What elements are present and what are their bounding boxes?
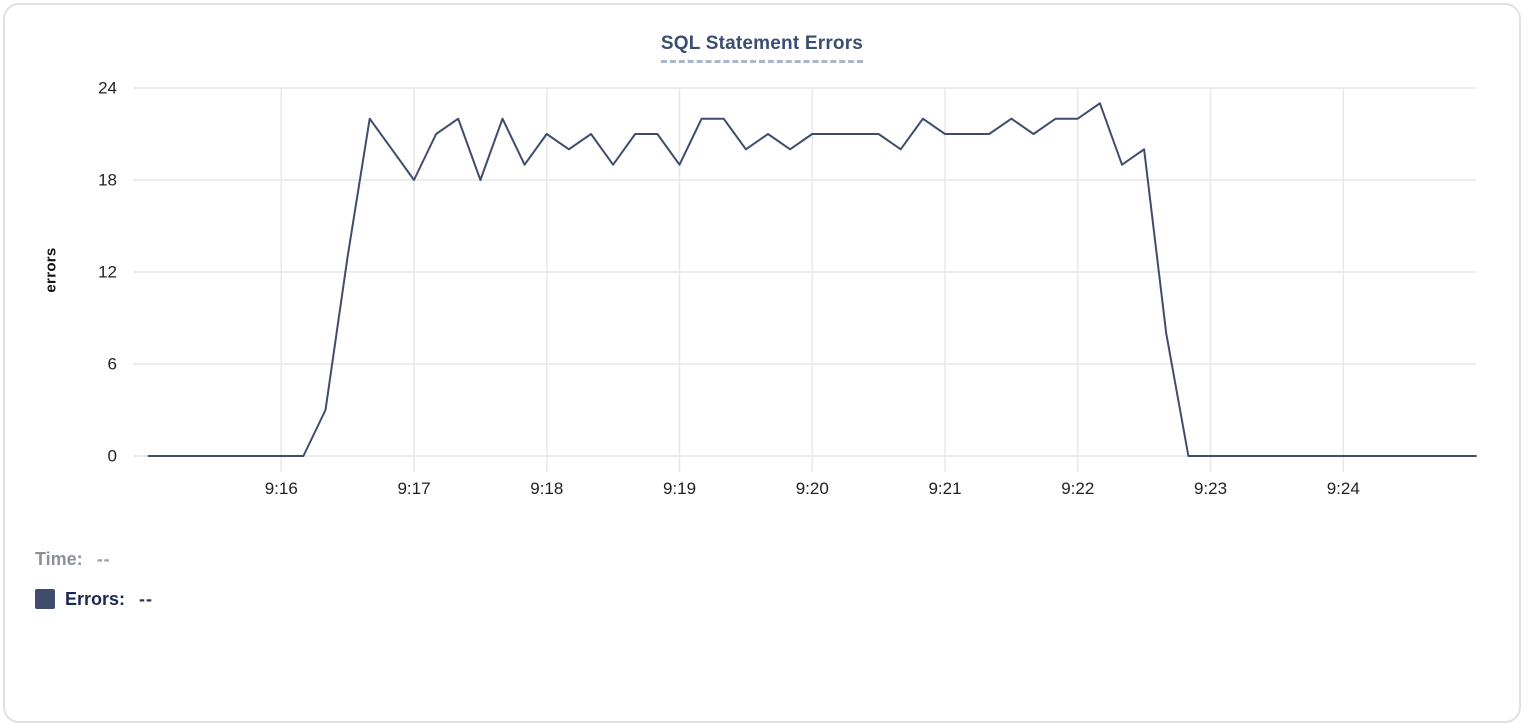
chart-card: SQL Statement Errors errors 0 6 12 18 24 9:16… [3,3,1521,723]
errors-series-line [147,102,1477,457]
x-tick-label-9:19: 9:19 [663,479,696,498]
x-tick-label-9:23: 9:23 [1194,479,1227,498]
chart-title[interactable]: SQL Statement Errors [660,33,864,63]
tooltip-errors-row: Errors: -- [35,587,153,611]
x-tick-label-9:17: 9:17 [397,479,430,498]
y-tick-label-6: 6 [108,355,117,374]
tooltip-readout: Time: -- Errors: -- [35,547,153,627]
tooltip-time-row: Time: -- [35,547,153,571]
y-axis-label: errors [42,247,60,293]
line-chart-plot-area[interactable]: 0 6 12 18 24 9:16 9:17 9:18 9:19 9:20 9:21 9:22 9:23… [5,5,1528,657]
errors-series-swatch [35,589,55,609]
x-tick-label-9:18: 9:18 [530,479,563,498]
x-tick-label-9:16: 9:16 [265,479,298,498]
x-tick-label-9:21: 9:21 [928,479,961,498]
chart-title-wrap: SQL Statement Errors [5,33,1519,63]
y-tick-label-12: 12 [98,263,117,282]
y-tick-label-18: 18 [98,171,117,190]
tooltip-time-label: Time: [35,548,83,569]
tooltip-time-value: -- [96,548,111,569]
tooltip-errors-label: Errors: [65,588,126,609]
tooltip-errors-value: -- [139,588,154,609]
y-tick-label-24: 24 [98,79,117,98]
x-tick-label-9:20: 9:20 [796,479,829,498]
x-tick-label-9:24: 9:24 [1327,479,1360,498]
x-tick-label-9:22: 9:22 [1061,479,1094,498]
y-tick-label-0: 0 [108,447,117,466]
